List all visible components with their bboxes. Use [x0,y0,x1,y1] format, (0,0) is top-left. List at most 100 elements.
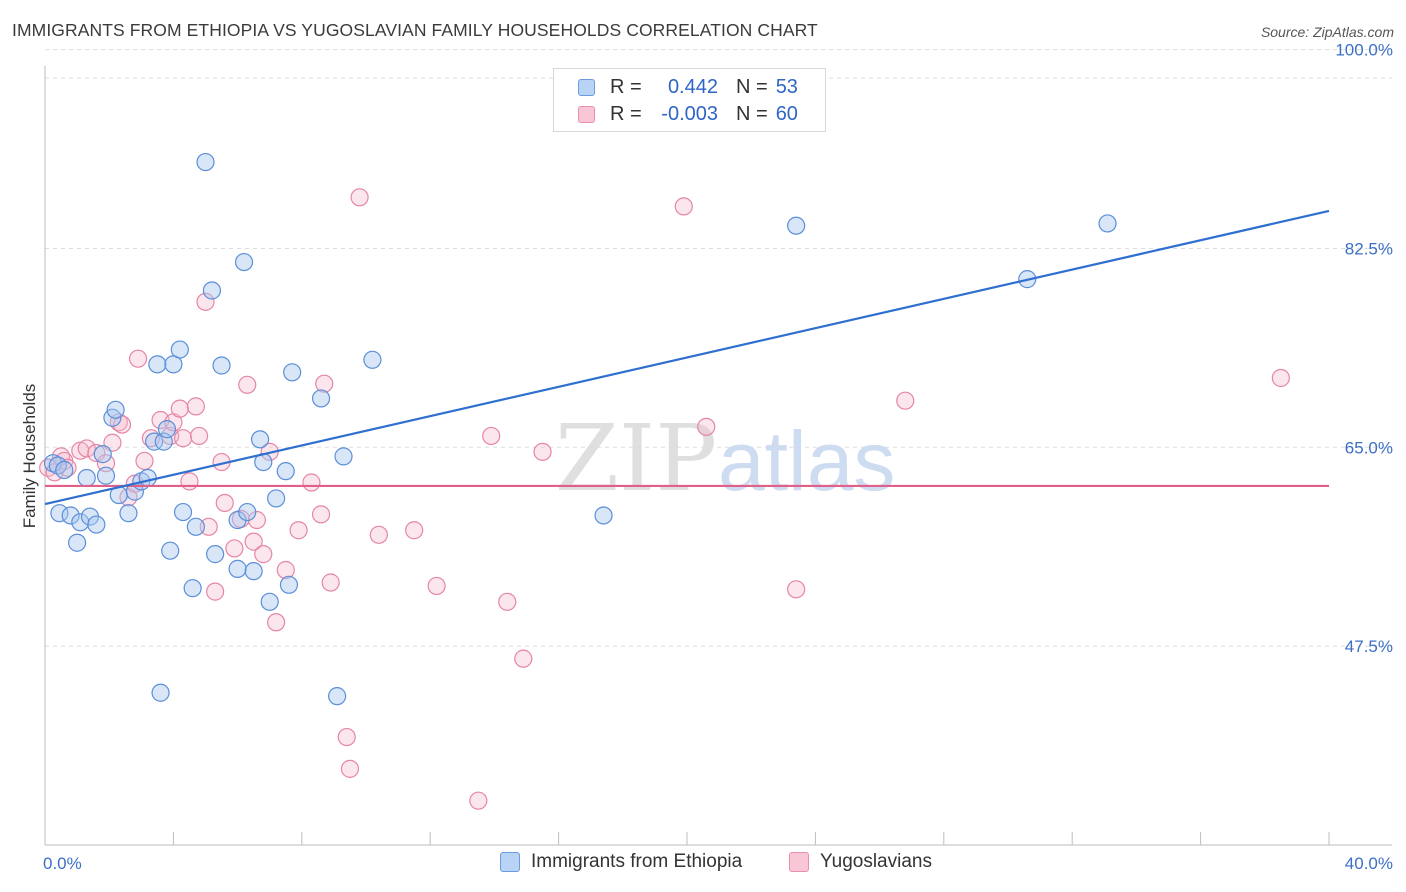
ethiopia-point [250,430,270,449]
ethiopia-point [787,216,806,235]
y-axis-title: Family Households [20,384,39,529]
ethiopia-point [267,489,286,508]
x-tick-label: 40.0% [1345,854,1393,873]
ethiopia-point [138,468,157,488]
yugoslavians-point [199,517,218,536]
ethiopia-point [106,400,125,419]
ethiopia-points [43,152,1117,706]
yugoslavians-point [350,188,369,207]
tick-labels: 47.5% 65.0% 82.5% 100.0% 0.0% 40.0% [43,41,1393,873]
ethiopia-trend-line [44,209,1330,506]
ethiopia-point [173,502,193,522]
legend-r-label: R = [610,75,642,98]
ethiopia-point [283,363,302,382]
yugoslavians-point [674,197,693,216]
y-tick-label: 47.5% [1345,637,1393,656]
series-legend-yugoslavians: Yugoslavians [789,851,932,873]
yugoslavians-point [186,397,205,416]
ethiopia-point [276,462,295,481]
yugoslavians-point [787,580,806,599]
yugoslavians-point [405,521,424,540]
yugoslavians-point [170,399,189,418]
grid-lines [45,49,1392,647]
yugoslavians-point [276,560,295,580]
yugoslavians-point [321,573,340,592]
legend-r-value: -0.003 [661,102,718,125]
legend-n-label: N = [736,75,768,98]
y-tick-label: 82.5% [1345,239,1393,258]
yugoslavians-point [77,439,96,458]
ethiopia-point [170,340,189,359]
yugoslavians-point [427,576,446,596]
series-legend: Immigrants from Ethiopia Yugoslavians [0,851,1406,877]
ethiopia-point [196,152,215,172]
chart-title: IMMIGRANTS FROM ETHIOPIA VS YUGOSLAVIAN … [12,20,818,40]
yugoslavians-point [697,417,716,436]
ethiopia-point [363,350,382,369]
ethiopia-point [119,504,138,523]
ethiopia-point [151,683,170,702]
ethiopia-point [244,562,263,581]
ethiopia-point [234,252,254,272]
yugoslavians-point [482,426,501,446]
yugoslavians-point [196,292,215,311]
ethiopia-point [161,541,180,560]
watermark: ZIP atlas [555,405,895,512]
yugoslavians-point [1271,368,1290,388]
ethiopia-point [43,454,63,473]
correlation-legend: R = 0.442 N = 53 R = -0.003 N = 60 [553,68,826,132]
series-legend-label: Immigrants from Ethiopia [531,851,743,872]
yugoslavians-point [498,592,517,611]
series-legend-ethiopia: Immigrants from Ethiopia [500,851,742,873]
yugoslavians-point [135,451,154,471]
ethiopia-point [145,432,164,451]
ethiopia-point [77,468,96,488]
ethiopia-point [228,559,247,578]
yugoslavians-point [896,391,915,410]
yugoslavians-point [311,505,331,524]
ethiopia-point [67,533,87,552]
ethiopia-point [96,466,116,485]
legend-row-ethiopia: R = 0.442 N = 53 [578,76,798,98]
ethiopia-point [87,515,106,534]
legend-swatch-pink [578,105,595,123]
ethiopia-point [186,517,205,536]
watermark-zip: ZIP [555,405,717,512]
ethiopia-point [328,687,347,706]
yugoslavians-point [238,375,257,394]
ethiopia-point [183,579,202,598]
ethiopia-point [311,389,331,408]
ethiopia-point [71,513,90,532]
ethiopia-point [212,356,231,375]
yugoslavians-point [302,473,321,492]
trend-lines [44,209,1330,506]
ethiopia-point [157,420,177,439]
ethiopia-point [260,592,279,611]
yugoslavians-point [215,493,234,513]
legend-n-value: 60 [775,102,798,125]
x-tick-label: 0.0% [43,854,82,873]
series-swatch-blue [500,852,520,872]
ethiopia-point [61,506,80,525]
yugoslavians-point [337,727,356,747]
axes [44,66,1392,846]
ethiopia-point [334,447,353,466]
ethiopia-point [238,502,257,522]
yugoslavians-point [533,442,552,461]
yugoslavians-point [225,539,244,558]
yugoslavians-point [315,374,334,393]
yugoslavians-point [469,791,488,810]
legend-r-value: 0.442 [667,75,718,98]
yugoslavians-point [267,613,286,632]
ethiopia-point [206,545,225,564]
yugoslavians-point [289,521,308,540]
legend-r-label: R = [610,102,642,125]
yugoslavians-point [254,545,273,564]
yugoslavians-point [514,649,533,668]
yugoslavians-point [340,759,360,778]
watermark-atlas: atlas [718,414,895,508]
ethiopia-point [202,281,222,300]
legend-n-value: 53 [775,75,798,98]
ethiopia-point [279,575,299,594]
